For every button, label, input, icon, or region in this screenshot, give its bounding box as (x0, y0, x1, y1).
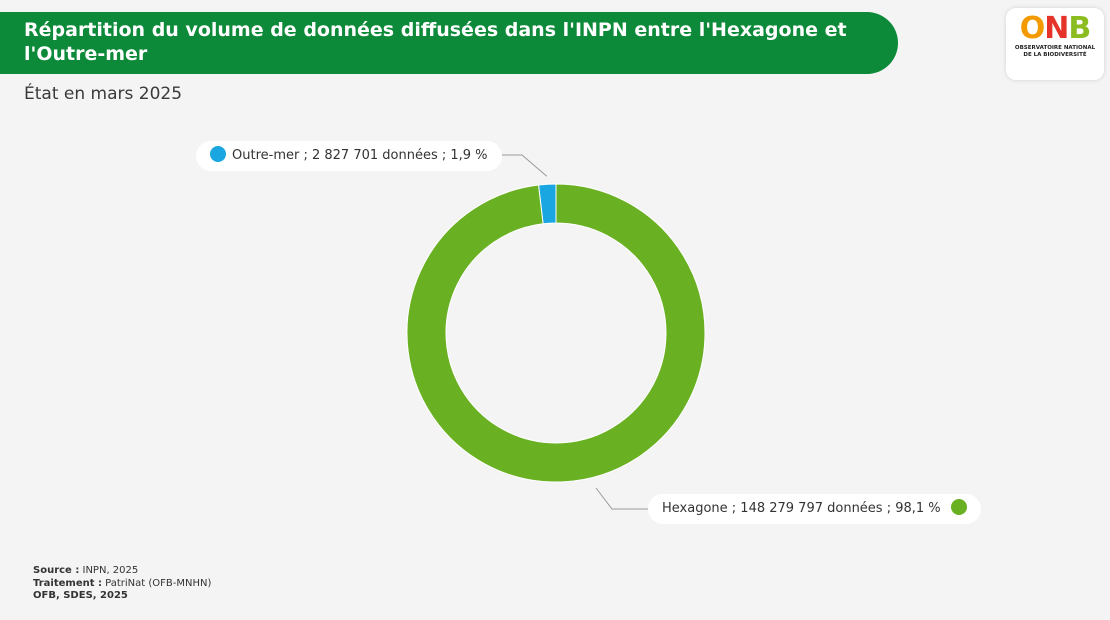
slice-label-hexagone-text: Hexagone ; 148 279 797 données ; 98,1 % (662, 501, 941, 516)
title-banner: Répartition du volume de données diffusé… (0, 12, 898, 74)
credit-line: OFB, SDES, 2025 (33, 590, 211, 603)
treatment-label: Traitement : (33, 577, 102, 589)
treatment-value: PatriNat (OFB-MNHN) (101, 577, 212, 589)
leader-lines (492, 154, 648, 510)
donut-slices (406, 183, 706, 483)
slice-label-outre-mer: Outre-mer ; 2 827 701 données ; 1,9 % (196, 141, 502, 171)
chart-subtitle: État en mars 2025 (24, 84, 183, 104)
source-block: Source : INPN, 2025 Traitement : PatriNa… (33, 565, 211, 603)
logo-tagline-2: DE LA BIODIVERSITÉ (1023, 52, 1087, 58)
donut-slice-hexagone (406, 183, 706, 483)
treatment-line: Traitement : PatriNat (OFB-MNHN) (33, 578, 211, 591)
slice-label-outre-mer-text: Outre-mer ; 2 827 701 données ; 1,9 % (232, 148, 488, 163)
credit-text: OFB, SDES, 2025 (33, 590, 128, 601)
legend-marker-outre-mer (210, 146, 226, 162)
source-line: Source : INPN, 2025 (33, 565, 211, 578)
logo-letter-b: B (1068, 11, 1091, 46)
logo-wordmark: ONB (1006, 13, 1104, 45)
logo-letter-o: O (1019, 11, 1045, 46)
leader-line-outre-mer (492, 154, 548, 177)
leader-line-hexagone (595, 487, 648, 510)
source-value: INPN, 2025 (79, 565, 139, 576)
logo-letter-n: N (1044, 11, 1069, 46)
onb-logo: ONB OBSERVATOIRE NATIONAL DE LA BIODIVER… (1006, 8, 1104, 80)
chart-title: Répartition du volume de données diffusé… (24, 19, 847, 65)
legend-marker-hexagone (950, 499, 967, 515)
logo-tagline-1: OBSERVATOIRE NATIONAL (1014, 45, 1096, 51)
slice-label-hexagone: Hexagone ; 148 279 797 données ; 98,1 % (648, 494, 981, 524)
source-label: Source : (33, 565, 80, 576)
